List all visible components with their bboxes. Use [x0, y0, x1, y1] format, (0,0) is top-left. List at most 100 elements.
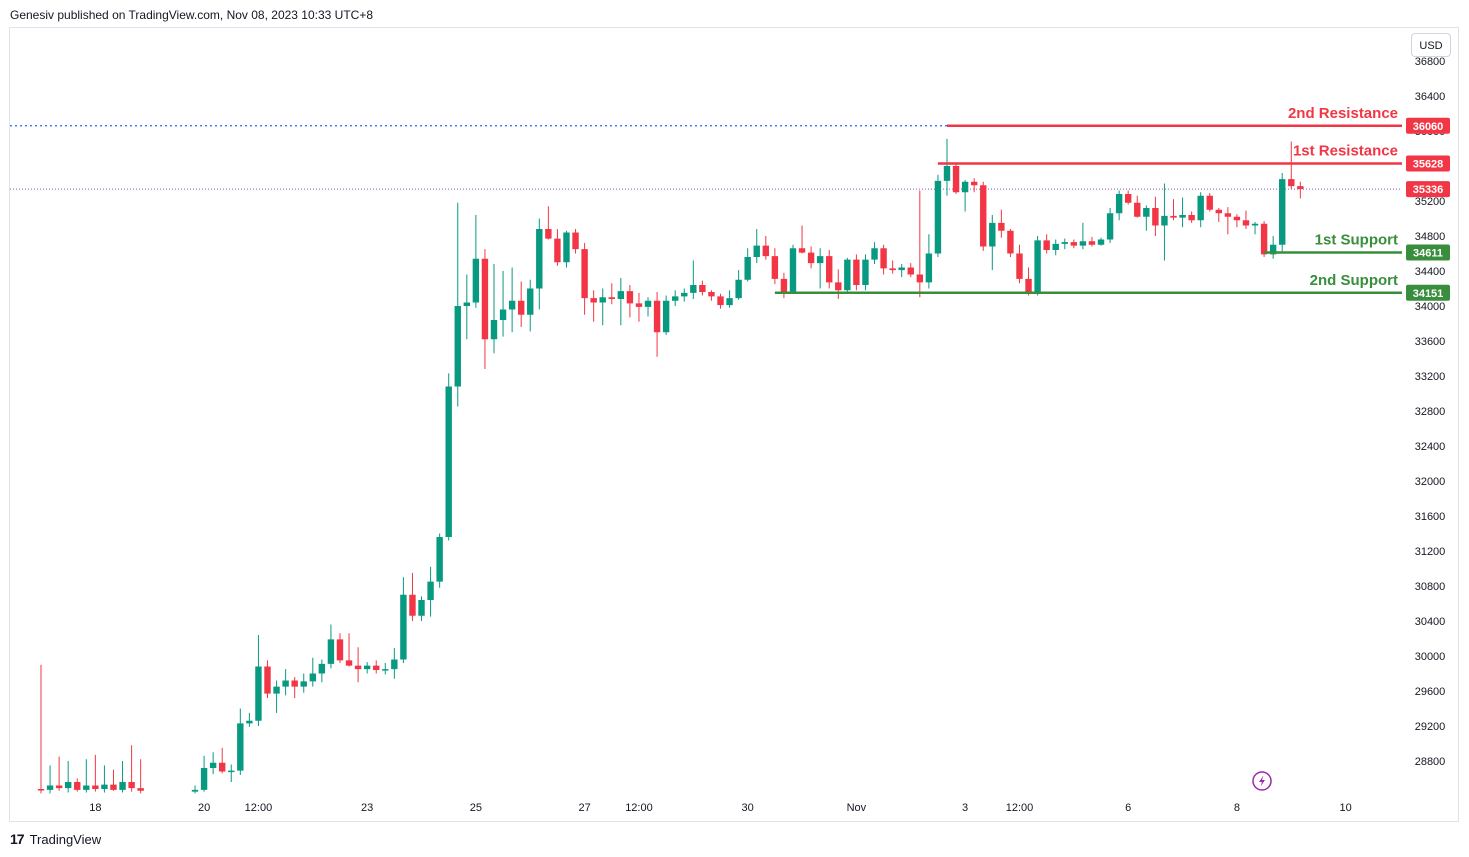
candle — [1043, 234, 1050, 254]
candle-body — [699, 285, 706, 292]
candle — [37, 664, 45, 794]
candle — [880, 244, 887, 275]
candle — [961, 180, 969, 212]
candle — [101, 765, 108, 793]
candle-body — [1206, 195, 1213, 210]
candle — [1170, 199, 1177, 221]
candle — [318, 659, 326, 683]
candle — [545, 206, 552, 240]
candle-body — [1188, 215, 1195, 221]
candle — [209, 752, 217, 775]
candle-body — [327, 639, 335, 664]
candle-body — [753, 245, 760, 257]
candle-body — [744, 257, 751, 280]
candle-body — [1279, 179, 1286, 245]
time-tick-label: Nov — [847, 802, 867, 814]
price-tick-label: 34000 — [1415, 301, 1446, 313]
candle-body — [291, 680, 298, 687]
candle — [200, 755, 208, 792]
candle-body — [826, 256, 833, 283]
resistance-label: 1st Resistance — [1293, 143, 1398, 160]
candle-body — [653, 300, 661, 333]
candle — [191, 785, 199, 794]
candle — [907, 263, 914, 278]
candle — [1025, 267, 1032, 296]
candle — [1016, 244, 1023, 284]
candle — [934, 174, 942, 257]
candle-body — [581, 249, 588, 299]
candle-body — [246, 720, 253, 724]
candle — [1061, 238, 1068, 250]
support-price-tag: 34151 — [1406, 284, 1450, 301]
candle-body — [934, 180, 942, 254]
candle-body — [617, 291, 625, 299]
flash-icon[interactable] — [1252, 771, 1272, 791]
candle-body — [219, 762, 226, 772]
candle — [1034, 236, 1041, 296]
candle-body — [1179, 215, 1186, 218]
candle-body — [853, 259, 860, 285]
candle — [1179, 197, 1186, 228]
candle — [83, 759, 90, 793]
candlestick-series — [37, 138, 1304, 794]
candle — [572, 229, 579, 254]
tradingview-logo[interactable]: 17 TradingView — [10, 831, 101, 847]
candle-body — [672, 296, 679, 301]
time-tick-label: 3 — [962, 802, 968, 814]
candle-body — [454, 306, 461, 387]
time-tick-label: 18 — [89, 802, 101, 814]
price-axis[interactable]: 28800 29200 29600 30000 30400 30800 31200 31600… — [1415, 56, 1446, 768]
candle — [508, 267, 516, 333]
candle-body — [300, 681, 307, 687]
candle-body — [418, 600, 425, 616]
time-tick-label: 12:00 — [245, 802, 273, 814]
candle — [998, 209, 1005, 238]
price-tick-label: 29200 — [1415, 721, 1446, 733]
candle — [644, 297, 652, 317]
price-tag-text: 36060 — [1413, 121, 1444, 133]
candle-body — [871, 248, 878, 260]
candle-body — [789, 248, 797, 292]
candle-body — [74, 782, 81, 790]
candle-body — [1224, 213, 1232, 217]
candle-body — [907, 267, 914, 275]
chart-frame — [9, 27, 1459, 822]
candle — [1188, 211, 1195, 223]
candle — [871, 242, 878, 264]
candle-body — [1143, 208, 1150, 217]
candle-body — [681, 292, 688, 297]
time-axis[interactable]: 18 20 12:00 23 25 27 12:00 30 Nov 3 12:00 6 8 10 — [89, 802, 1352, 814]
candle — [735, 270, 742, 300]
candle-body — [1134, 202, 1141, 217]
candle — [862, 254, 869, 291]
candle-body — [1197, 195, 1204, 221]
time-tick-label: 27 — [578, 802, 590, 814]
price-tick-label: 32000 — [1415, 476, 1446, 488]
candle-body — [55, 785, 63, 789]
candle-body — [1215, 209, 1222, 214]
candle-body — [536, 229, 543, 289]
candle — [925, 234, 933, 289]
support-resistance-levels[interactable]: 2nd Resistance 1st Resistance 1st Support 2… — [774, 105, 1402, 295]
price-tag-text: 34611 — [1413, 248, 1443, 260]
time-tick-label: 12:00 — [1006, 802, 1034, 814]
candle — [345, 633, 353, 667]
resistance-price-tag: 35628 — [1406, 155, 1450, 172]
reference-lines — [10, 125, 1402, 190]
currency-button[interactable]: USD — [1411, 33, 1451, 57]
candle-body — [1297, 186, 1304, 190]
candle — [980, 181, 987, 251]
candle-body — [209, 762, 217, 768]
candle — [472, 215, 480, 308]
candle — [1297, 181, 1304, 199]
candle-body — [255, 666, 262, 721]
candle — [1215, 208, 1222, 222]
support-label: 1st Support — [1315, 232, 1398, 249]
candle — [291, 677, 298, 698]
candle — [517, 281, 525, 327]
price-tick-label: 33600 — [1415, 336, 1446, 348]
candle-body — [400, 594, 407, 660]
candle-body — [762, 245, 769, 257]
candle-body — [318, 663, 326, 674]
